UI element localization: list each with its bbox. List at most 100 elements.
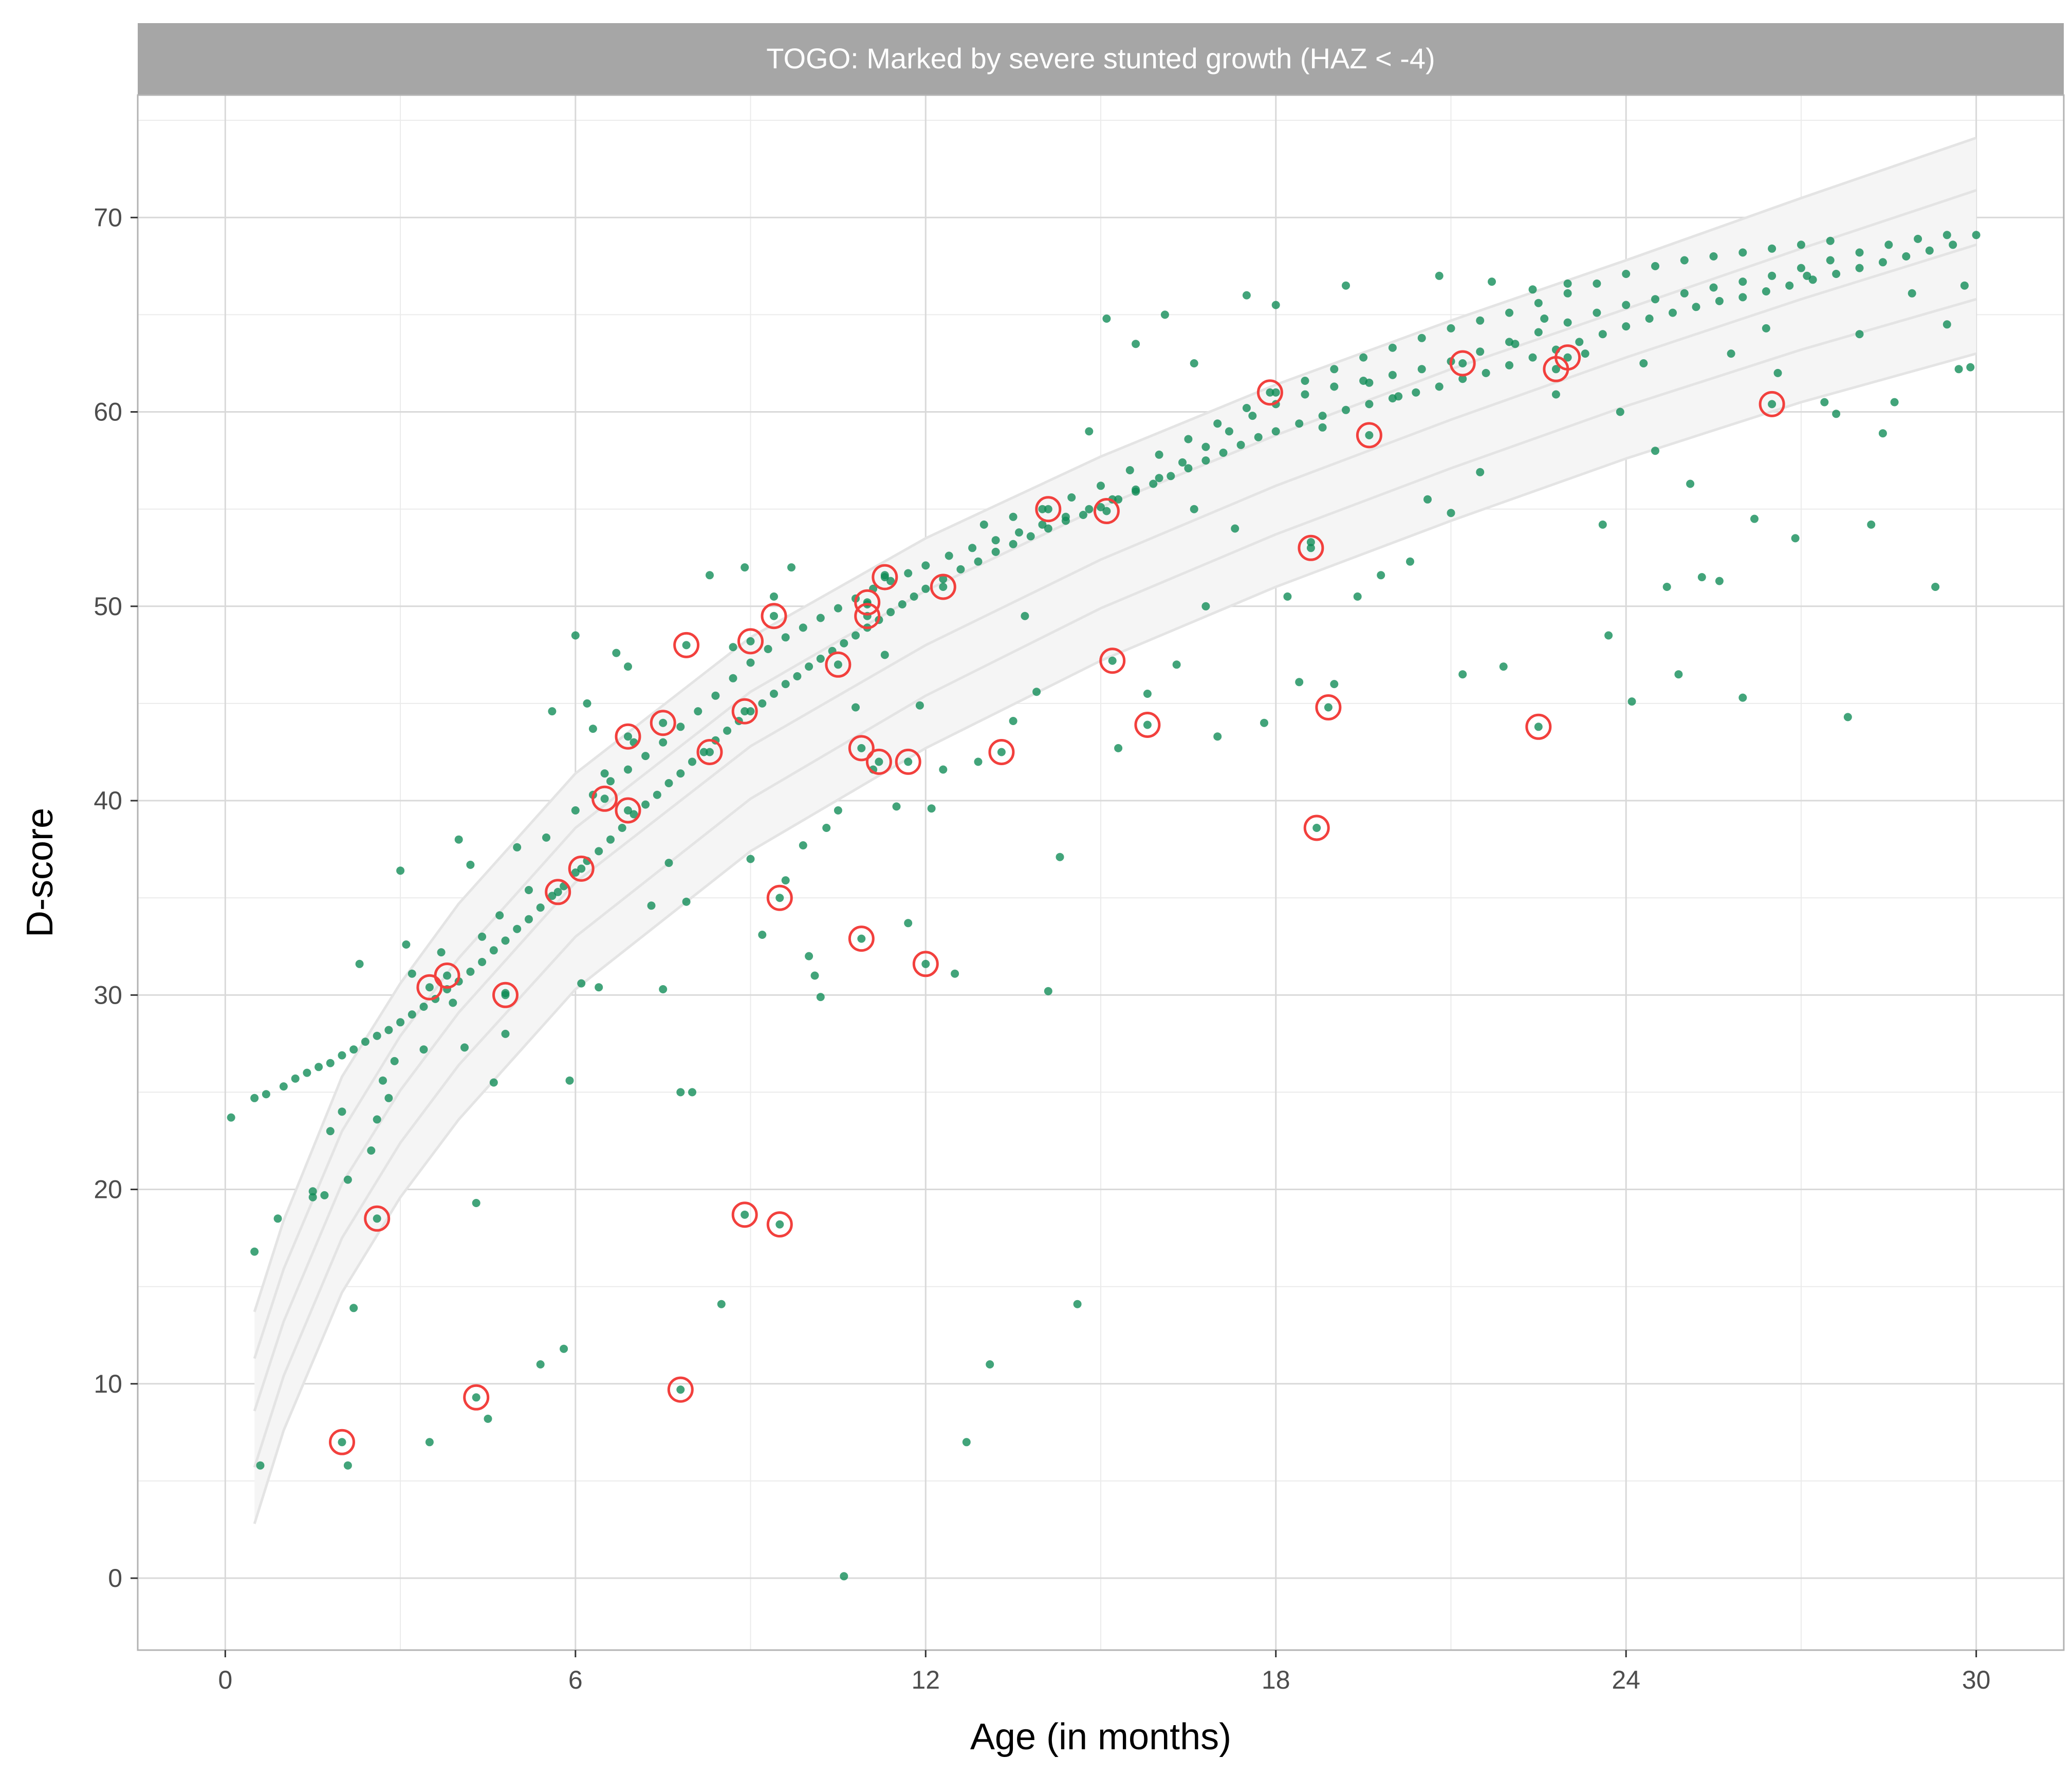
- data-point: [1563, 289, 1572, 298]
- data-point: [1622, 301, 1631, 309]
- marked-point-ring: [865, 748, 892, 775]
- data-point: [1388, 371, 1397, 379]
- data-point: [898, 600, 906, 608]
- data-point: [956, 565, 965, 574]
- data-point: [553, 887, 562, 896]
- data-point: [758, 931, 767, 939]
- data-point: [1540, 314, 1549, 323]
- data-point: [1884, 240, 1893, 249]
- data-point: [1785, 281, 1794, 290]
- data-point: [326, 1059, 335, 1067]
- data-point: [1914, 234, 1922, 243]
- data-point: [1709, 252, 1718, 261]
- data-point: [583, 699, 591, 708]
- marked-point-ring: [492, 982, 519, 1008]
- data-point: [659, 985, 668, 993]
- data-point: [1301, 390, 1309, 399]
- data-point: [653, 790, 661, 799]
- data-point: [1406, 557, 1414, 566]
- data-point: [373, 1115, 381, 1124]
- data-point: [991, 536, 1000, 545]
- data-point: [1972, 231, 1981, 239]
- data-point: [1242, 404, 1251, 412]
- data-point: [1009, 540, 1017, 548]
- data-point: [1260, 718, 1268, 727]
- data-point: [1697, 573, 1706, 582]
- data-point: [1738, 278, 1747, 286]
- data-point: [741, 563, 749, 572]
- data-point: [1114, 744, 1123, 752]
- data-point: [1190, 359, 1198, 367]
- data-point: [1394, 392, 1403, 401]
- data-point: [600, 794, 609, 803]
- data-point: [1575, 338, 1584, 346]
- data-point: [577, 979, 586, 988]
- x-axis-title: Age (in months): [970, 1716, 1231, 1757]
- y-tick-label: 50: [94, 592, 122, 621]
- data-point: [770, 612, 778, 620]
- data-point: [1143, 690, 1152, 698]
- data-point: [834, 806, 842, 815]
- data-point: [1616, 408, 1624, 416]
- data-point: [1762, 324, 1770, 332]
- data-point: [1190, 505, 1198, 513]
- marked-point-ring: [930, 574, 956, 600]
- data-point: [1797, 264, 1805, 272]
- data-point: [1213, 732, 1222, 741]
- data-point: [588, 725, 597, 733]
- data-point: [1160, 310, 1169, 319]
- strip-background: [138, 23, 2064, 95]
- data-point: [986, 1360, 994, 1368]
- data-point: [857, 744, 866, 752]
- data-point: [1931, 583, 1940, 591]
- data-point: [1365, 378, 1374, 387]
- data-point: [1843, 713, 1852, 721]
- data-point: [1330, 365, 1339, 374]
- data-point: [1476, 347, 1485, 356]
- data-point: [688, 757, 696, 766]
- data-point: [478, 932, 487, 941]
- data-point: [1832, 410, 1841, 418]
- data-point: [250, 1094, 259, 1102]
- data-point: [1855, 330, 1864, 339]
- data-point: [1318, 423, 1327, 432]
- marked-point-ring: [434, 963, 460, 989]
- marked-point-ring: [854, 589, 881, 616]
- data-point: [810, 971, 819, 980]
- marked-point-ring: [591, 785, 618, 812]
- data-point: [641, 752, 650, 761]
- data-point: [1593, 279, 1601, 288]
- data-point: [571, 806, 580, 815]
- marked-point-ring: [615, 723, 641, 750]
- data-point: [425, 983, 434, 992]
- data-point: [536, 903, 545, 912]
- data-point: [676, 723, 685, 731]
- data-point: [630, 810, 638, 819]
- data-point: [1073, 1300, 1082, 1308]
- data-point: [1167, 472, 1175, 480]
- data-point: [1709, 283, 1718, 292]
- data-point: [291, 1074, 300, 1083]
- data-point: [1966, 363, 1975, 372]
- data-point: [1680, 289, 1689, 298]
- reference-curve: [253, 298, 1977, 1468]
- data-point: [1669, 308, 1677, 317]
- data-point: [991, 547, 1000, 556]
- marked-point-ring: [761, 603, 787, 630]
- data-point: [968, 544, 977, 552]
- data-point: [419, 1045, 428, 1054]
- data-point: [647, 901, 656, 910]
- data-point: [624, 732, 632, 741]
- marked-point-ring: [766, 1211, 793, 1238]
- marked-point-ring: [568, 855, 595, 882]
- data-point: [618, 824, 626, 832]
- y-tick-label: 30: [94, 980, 122, 1009]
- data-point: [805, 952, 813, 960]
- marked-point-ring: [731, 1201, 758, 1228]
- data-point: [921, 561, 930, 570]
- data-point: [1283, 592, 1292, 601]
- data-point: [1476, 316, 1485, 325]
- data-point: [664, 859, 673, 867]
- data-point: [1622, 270, 1631, 278]
- data-point: [1738, 693, 1747, 702]
